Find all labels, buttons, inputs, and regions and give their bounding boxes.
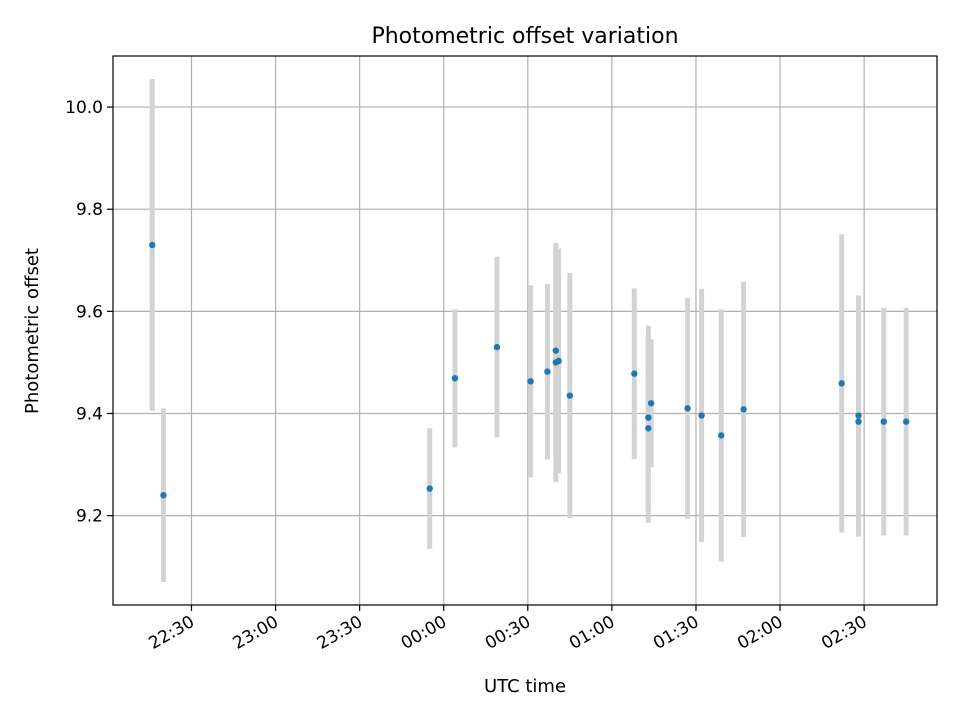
data-point bbox=[566, 392, 574, 399]
data-point bbox=[880, 418, 887, 425]
data-point bbox=[855, 418, 862, 425]
data-point bbox=[647, 400, 655, 407]
data-point bbox=[555, 357, 562, 365]
data-points bbox=[149, 241, 910, 499]
data-point bbox=[645, 425, 652, 432]
y-tick-label: 9.8 bbox=[76, 200, 103, 220]
grid bbox=[113, 56, 937, 605]
data-point bbox=[426, 485, 433, 492]
data-point bbox=[149, 241, 156, 249]
data-point bbox=[645, 414, 652, 421]
y-axis-ticks: 9.2 9.4 9.6 9.8 10.0 bbox=[65, 98, 113, 527]
y-tick-label: 9.4 bbox=[76, 404, 103, 424]
data-point bbox=[527, 378, 534, 385]
y-tick-label: 10.0 bbox=[65, 98, 103, 118]
data-point bbox=[902, 418, 910, 425]
data-point bbox=[552, 347, 560, 354]
data-point bbox=[717, 432, 725, 439]
plot-frame bbox=[112, 55, 938, 606]
data-point bbox=[631, 370, 638, 377]
data-point bbox=[160, 492, 167, 499]
data-point bbox=[493, 343, 501, 351]
data-point bbox=[740, 406, 747, 413]
data-point bbox=[838, 380, 845, 387]
data-point bbox=[698, 412, 705, 419]
y-tick-label: 9.6 bbox=[76, 302, 103, 322]
data-point bbox=[684, 405, 691, 412]
data-point bbox=[855, 412, 862, 419]
chart-title: Photometric offset variation bbox=[371, 24, 678, 49]
data-point bbox=[544, 368, 551, 375]
y-tick-label: 9.2 bbox=[76, 507, 103, 527]
x-axis-label: UTC time bbox=[484, 676, 566, 697]
data-point bbox=[451, 375, 459, 382]
y-axis-label: Photometric offset bbox=[22, 248, 43, 414]
